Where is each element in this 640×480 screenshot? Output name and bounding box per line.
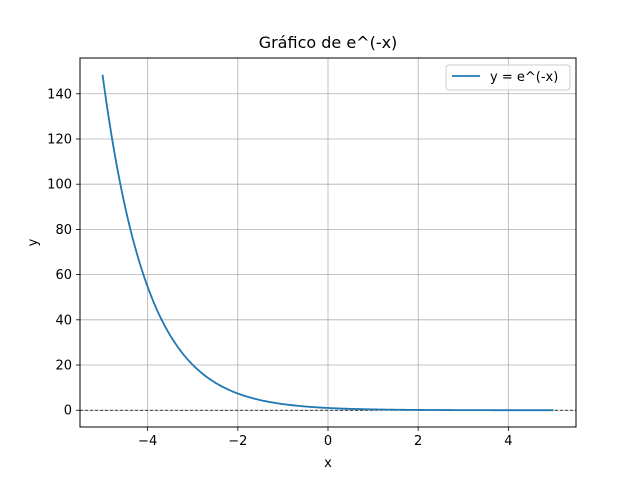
y-tick-label: 0 [64,404,72,419]
x-tick-label: 2 [414,434,422,449]
series-line [101,74,554,412]
x-tick-label: 0 [324,434,332,449]
series-layer [101,74,554,412]
legend-entry-label: y = e^(-x) [490,70,558,85]
x-tick-label: 4 [504,434,512,449]
x-tick-label: −4 [138,434,157,449]
y-tick-label: 20 [55,359,72,374]
y-tick-label: 140 [47,87,72,102]
legend-box [445,64,571,91]
chart-title: Gráfico de e^(-x) [259,33,398,52]
x-axis-label: x [324,456,332,471]
y-tick-label: 120 [47,132,72,147]
y-tick-label: 60 [55,268,72,283]
y-axis-label: y [26,238,41,246]
y-tick-label: 100 [47,178,72,193]
y-tick-label: 80 [55,223,72,238]
x-tick-label: −2 [228,434,247,449]
y-tick-label: 40 [55,313,72,328]
legend: y = e^(-x) [445,64,571,91]
